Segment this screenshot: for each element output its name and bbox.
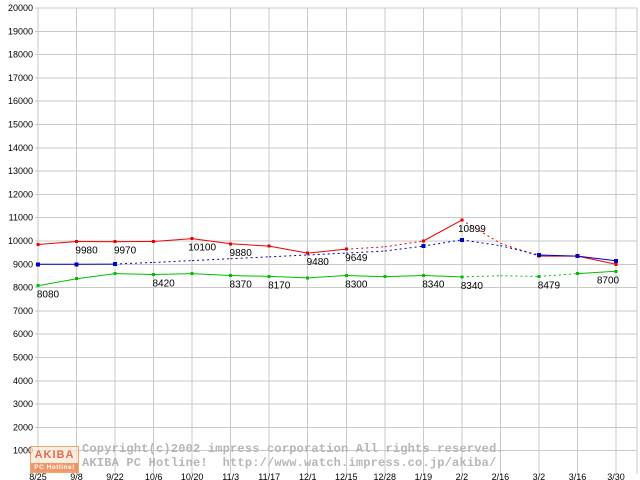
copyright-line-2: AKIBA PC Hotline! http://www.watch.impre…	[82, 456, 497, 470]
svg-text:10/6: 10/6	[145, 472, 163, 480]
svg-text:4000: 4000	[13, 376, 33, 386]
svg-text:1/19: 1/19	[415, 472, 433, 480]
svg-text:10000: 10000	[8, 236, 33, 246]
svg-text:3/16: 3/16	[569, 472, 587, 480]
series-blue-average	[38, 239, 617, 265]
svg-text:17000: 17000	[8, 73, 33, 83]
series-blue-average-markers	[36, 237, 618, 267]
svg-text:12/15: 12/15	[335, 472, 358, 480]
svg-text:8340: 8340	[422, 279, 445, 290]
x-axis-labels: 8/25 9/8 9/22 10/6 10/20 11/3 11/17 12/1 12/15 12…	[29, 472, 625, 480]
svg-text:19000: 19000	[8, 26, 33, 36]
svg-text:6000: 6000	[13, 329, 33, 339]
akiba-logo-title: AKIBA	[34, 449, 75, 461]
svg-text:11/3: 11/3	[222, 472, 239, 480]
svg-text:8420: 8420	[152, 279, 175, 290]
svg-text:8370: 8370	[230, 279, 253, 290]
gridlines	[35, 7, 638, 474]
svg-text:20000: 20000	[8, 3, 33, 13]
svg-text:7000: 7000	[13, 306, 33, 316]
svg-text:1000: 1000	[13, 446, 33, 456]
svg-text:8340: 8340	[461, 281, 484, 292]
svg-text:8080: 8080	[37, 290, 60, 301]
svg-text:8700: 8700	[597, 275, 620, 286]
svg-text:11/17: 11/17	[258, 472, 280, 480]
akiba-logo-subtitle: PC Hotline!	[31, 463, 78, 472]
svg-text:3/2: 3/2	[533, 472, 546, 480]
svg-text:9000: 9000	[13, 259, 33, 269]
y-axis-labels: 1000 2000 3000 4000 5000 6000 7000 8000 9000 1000…	[8, 3, 33, 456]
svg-text:9480: 9480	[307, 257, 330, 268]
copyright-line-1: Copyright(c)2002 impress corporation All…	[82, 442, 504, 456]
svg-text:9/22: 9/22	[106, 472, 124, 480]
svg-text:9/8: 9/8	[70, 472, 83, 480]
series-red-high-point-labels: 9980 9970 10100 9880 9480 9649 10899	[75, 224, 486, 268]
svg-text:9970: 9970	[114, 246, 137, 257]
svg-text:8/25: 8/25	[29, 472, 47, 480]
svg-text:10100: 10100	[188, 243, 216, 254]
series-green-low-point-labels: 8080 8420 8370 8170 8300 8340 8340 8479 8700	[37, 275, 620, 300]
series-green-low-markers	[36, 269, 618, 288]
svg-text:15000: 15000	[8, 120, 33, 130]
akiba-logo: AKIBA PC Hotline!	[30, 446, 79, 473]
svg-text:8170: 8170	[268, 280, 291, 291]
svg-text:10899: 10899	[458, 224, 486, 235]
svg-text:11000: 11000	[9, 213, 33, 223]
svg-text:8300: 8300	[345, 279, 368, 290]
svg-text:9980: 9980	[75, 245, 98, 256]
svg-text:2/16: 2/16	[492, 472, 510, 480]
series-red-high	[37, 219, 617, 265]
svg-text:10/20: 10/20	[181, 472, 204, 480]
svg-text:8000: 8000	[13, 283, 33, 293]
svg-text:2/2: 2/2	[456, 472, 469, 480]
svg-text:16000: 16000	[8, 96, 33, 106]
svg-text:18000: 18000	[8, 50, 33, 60]
svg-text:14000: 14000	[8, 143, 33, 153]
svg-text:3/30: 3/30	[607, 472, 625, 480]
svg-text:12/28: 12/28	[374, 472, 397, 480]
svg-text:9880: 9880	[230, 248, 253, 259]
svg-text:8479: 8479	[538, 280, 561, 291]
svg-text:12000: 12000	[8, 189, 33, 199]
svg-text:2000: 2000	[13, 422, 33, 432]
svg-text:9649: 9649	[345, 253, 368, 264]
svg-text:12/1: 12/1	[299, 472, 317, 480]
svg-text:3000: 3000	[13, 399, 33, 409]
svg-text:5000: 5000	[13, 353, 33, 363]
svg-text:13000: 13000	[8, 166, 33, 176]
series-green-low	[37, 270, 617, 287]
